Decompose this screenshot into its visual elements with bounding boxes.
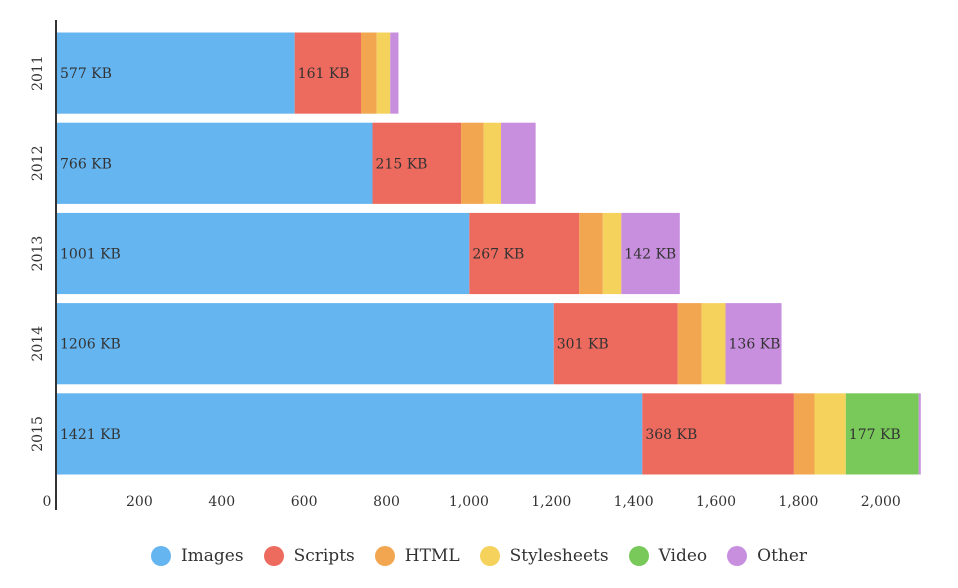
bar-stylesheets-2011 [376, 32, 391, 114]
legend-swatch-video [628, 546, 649, 566]
y-axis-labels: 2011 2012 2013 2014 2015 [30, 55, 46, 451]
legend-item-html[interactable]: HTML [374, 546, 460, 566]
x-tick-label-400: 400 [208, 494, 235, 510]
x-tick-label-1400: 1,400 [614, 494, 654, 510]
bar-stylesheets-2015 [814, 393, 846, 475]
legend-item-scripts[interactable]: Scripts [263, 546, 355, 566]
y-axis-label-2012: 2012 [30, 145, 46, 181]
legend-swatch-scripts [263, 546, 284, 566]
data-label-scripts-2011: 161 KB [298, 66, 350, 82]
bar-images-2011 [57, 32, 295, 114]
x-tick-label-1200: 1,200 [531, 494, 571, 510]
bar-scripts-2012 [372, 122, 462, 204]
bar-other-2014 [725, 303, 782, 385]
bar-images-2012 [57, 122, 373, 204]
legend: Images Scripts HTML Stylesheets Video Other [0, 540, 958, 572]
legend-label-stylesheets: Stylesheets [509, 546, 609, 566]
data-label-scripts-2013: 267 KB [472, 247, 524, 263]
stacked-bar-chart: 577 KB 161 KB 766 KB 215 KB 1001 KB 267 KB 142… [30, 20, 921, 510]
bar-scripts-2015 [642, 393, 794, 475]
x-tick-label-1000: 1,000 [449, 494, 489, 510]
bar-other-2015 [918, 393, 921, 475]
data-label-other-2014: 136 KB [729, 337, 781, 353]
bar-html-2015 [793, 393, 815, 475]
bar-stylesheets-2013 [602, 212, 622, 295]
bar-scripts-2014 [553, 303, 678, 385]
legend-swatch-images [150, 546, 171, 566]
bar-stylesheets-2014 [701, 303, 726, 385]
data-label-other-2013: 142 KB [624, 247, 676, 263]
legend-label-images: Images [180, 546, 244, 566]
x-tick-label-2000: 2,000 [861, 494, 901, 510]
bar-html-2011 [360, 32, 377, 114]
bar-scripts-2011 [294, 32, 361, 114]
data-label-images-2013: 1001 KB [60, 247, 121, 263]
legend-item-stylesheets[interactable]: Stylesheets [479, 546, 609, 566]
y-axis-label-2013: 2013 [30, 236, 46, 272]
bar-html-2013 [579, 212, 603, 295]
y-axis-label-2015: 2015 [30, 416, 46, 452]
data-labels-group: 577 KB 161 KB 766 KB 215 KB 1001 KB 267 KB 142… [60, 66, 901, 443]
data-label-video-2015: 177 KB [849, 427, 901, 443]
data-label-scripts-2015: 368 KB [645, 427, 697, 443]
legend-item-video[interactable]: Video [628, 546, 708, 566]
x-tick-label-600: 600 [291, 494, 318, 510]
bar-images-2013 [57, 212, 470, 295]
y-axis-label-2011: 2011 [30, 55, 46, 91]
data-label-images-2011: 577 KB [60, 66, 112, 82]
bar-images-2014 [57, 303, 554, 385]
data-label-scripts-2014: 301 KB [557, 337, 609, 353]
bar-other-2013 [621, 212, 680, 295]
x-tick-label-0: 0 [43, 494, 52, 510]
legend-label-video: Video [658, 546, 708, 566]
legend-item-other[interactable]: Other [727, 546, 807, 566]
x-tick-label-1600: 1,600 [696, 494, 736, 510]
legend-swatch-other [727, 546, 748, 566]
bars-group [57, 32, 921, 475]
data-label-images-2014: 1206 KB [60, 337, 121, 353]
x-tick-label-200: 200 [126, 494, 153, 510]
legend-swatch-stylesheets [479, 546, 500, 566]
data-label-scripts-2012: 215 KB [376, 156, 428, 172]
bar-html-2014 [677, 303, 702, 385]
legend-item-images[interactable]: Images [150, 546, 244, 566]
bar-html-2012 [461, 122, 484, 204]
legend-swatch-html [374, 546, 395, 566]
legend-label-html: HTML [404, 546, 460, 566]
legend-label-scripts: Scripts [293, 546, 355, 566]
bar-other-2012 [501, 122, 536, 204]
legend-label-other: Other [757, 546, 808, 566]
x-axis-tick-labels: 0 200 400 600 800 1,000 1,200 1,400 1,600 1,800 2,… [43, 494, 901, 510]
bar-video-2015 [845, 393, 919, 475]
bar-scripts-2013 [469, 212, 580, 295]
bar-images-2015 [57, 393, 643, 475]
bar-other-2011 [390, 32, 399, 114]
bar-stylesheets-2012 [483, 122, 502, 204]
x-tick-label-1800: 1,800 [778, 494, 818, 510]
x-tick-label-800: 800 [373, 494, 400, 510]
data-label-images-2012: 766 KB [60, 156, 112, 172]
y-axis-label-2014: 2014 [30, 326, 46, 362]
data-label-images-2015: 1421 KB [60, 427, 121, 443]
